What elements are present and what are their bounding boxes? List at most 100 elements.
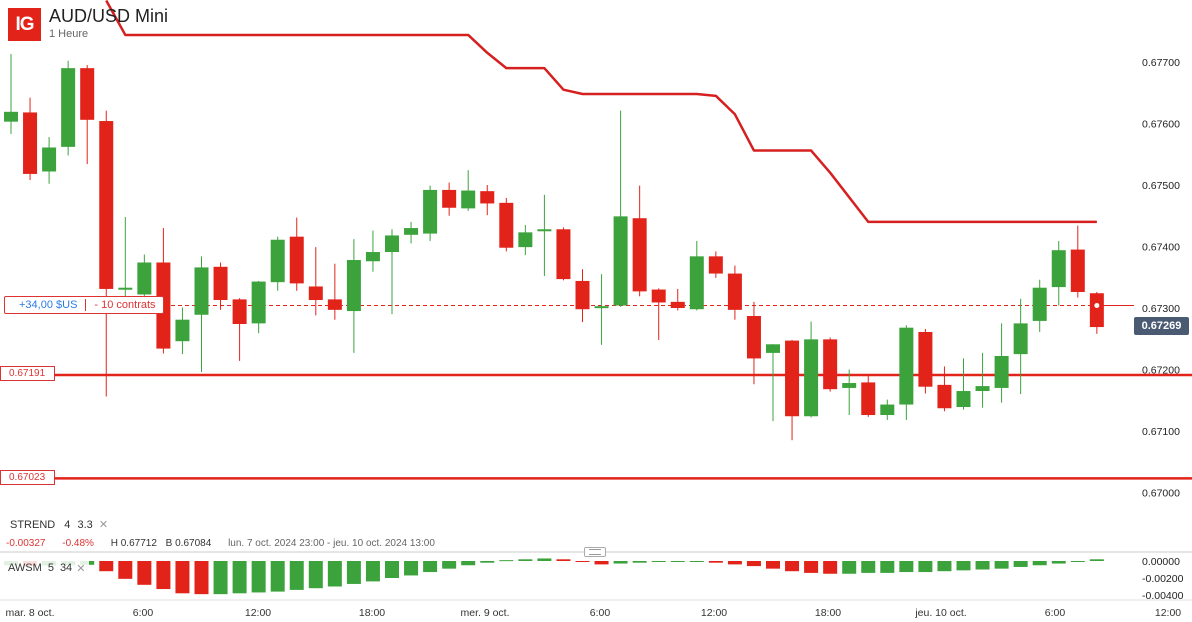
oscillator-bar	[1070, 561, 1085, 562]
candle-body	[99, 121, 114, 289]
candle-body	[346, 260, 361, 312]
supertrend-line	[105, 0, 1097, 224]
oscillator-bar	[727, 561, 742, 565]
date-range: lun. 7 oct. 2024 23:00 - jeu. 10 oct. 20…	[228, 538, 435, 549]
candle-body	[175, 319, 190, 342]
panel-resize-handle[interactable]	[584, 547, 606, 557]
candle-body	[194, 267, 209, 315]
candle-body	[632, 218, 647, 292]
candle-body	[1032, 287, 1047, 321]
candle-body	[480, 191, 495, 204]
candle-body	[251, 281, 266, 324]
candle-body	[499, 202, 514, 248]
candle-body	[365, 252, 380, 262]
candle-body	[651, 289, 666, 303]
oscillator-bar	[1032, 561, 1047, 566]
oscillator-bar	[632, 561, 647, 563]
ig-logo: IG	[8, 8, 41, 41]
price-tick-label: 0.67000	[1142, 488, 1180, 500]
price-tick-label: 0.67200	[1142, 365, 1180, 377]
oscillator-bar	[1013, 561, 1028, 567]
oscillator-bar	[251, 561, 266, 593]
price-tick-label: 0.67400	[1142, 242, 1180, 254]
time-tick-label: mar. 8 oct.	[5, 607, 54, 619]
candle-body	[956, 391, 971, 408]
candle-body	[766, 344, 780, 353]
candle-body	[937, 384, 952, 409]
candle-body	[61, 68, 76, 147]
position-marker	[1094, 303, 1100, 309]
oscillator-bar	[785, 561, 800, 572]
candle-body	[4, 111, 18, 122]
oscillator-bar	[689, 561, 704, 562]
grip-icon	[589, 549, 601, 555]
candle-body	[880, 404, 895, 416]
candle-body	[918, 331, 933, 387]
candle-body	[804, 339, 819, 417]
instrument-title: AUD/USD Mini	[49, 6, 169, 26]
oscillator-bar	[537, 558, 552, 561]
time-tick-label: 18:00	[359, 607, 385, 619]
oscillator-bar	[556, 559, 571, 561]
candle-body	[385, 235, 399, 253]
oscillator-bar	[994, 561, 1009, 569]
candle-body	[537, 229, 552, 232]
current-price-badge: 0.67269	[1134, 317, 1189, 335]
price-tick-label: 0.67300	[1142, 303, 1180, 315]
oscillator-bar	[1089, 559, 1104, 561]
candle-body	[118, 287, 133, 290]
oscillator-bar	[880, 561, 895, 573]
candle-body	[137, 262, 152, 295]
time-tick-label: 6:00	[1045, 607, 1066, 619]
oscillator-bar	[156, 561, 171, 590]
oscillator-bar	[499, 560, 514, 562]
candle-body	[746, 315, 761, 359]
candle-body	[23, 112, 38, 174]
oscillator-bar	[918, 561, 933, 573]
price-tick-label: 0.67100	[1142, 426, 1180, 438]
candle-body	[213, 266, 228, 301]
candle-body	[461, 190, 476, 209]
oscillator-bar	[270, 561, 285, 592]
close-icon[interactable]: ✕	[98, 519, 109, 531]
oscillator-tick-label: -0.00400	[1142, 590, 1184, 602]
oscillator-bar	[956, 561, 971, 571]
oscillator-bar	[365, 561, 380, 582]
candle-body	[80, 68, 95, 120]
candle-body	[518, 232, 533, 248]
oscillator-bar	[708, 561, 723, 563]
high-value: H 0.67712	[110, 538, 157, 549]
oscillator-bar	[1051, 561, 1066, 564]
upper-level-label[interactable]: 0.67191	[0, 366, 55, 381]
position-separator	[85, 299, 87, 311]
open-position-tag[interactable]: +34,00 $US - 10 contrats	[4, 296, 164, 314]
oscillator-fast: 5	[47, 562, 54, 574]
time-tick-label: 6:00	[133, 607, 154, 619]
oscillator-bar	[404, 561, 419, 576]
candle-body	[404, 228, 419, 235]
candle-body	[670, 301, 685, 308]
oscillator-bar	[651, 561, 666, 562]
oscillator-bar	[175, 561, 190, 594]
candle-body	[975, 386, 990, 392]
supertrend-indicator-label[interactable]: STREND 4 3.3 ✕	[10, 518, 108, 531]
oscillator-bar	[766, 561, 780, 569]
oscillator-bar	[346, 561, 361, 584]
oscillator-bar	[937, 561, 952, 572]
oscillator-bar	[746, 561, 761, 567]
supertrend-name: STREND	[10, 519, 56, 531]
candle-body	[708, 256, 723, 274]
candle-body	[327, 299, 342, 310]
oscillator-slow: 34	[59, 562, 73, 574]
candle-body	[232, 299, 247, 324]
candle-body	[1070, 249, 1085, 293]
time-tick-label: 18:00	[815, 607, 841, 619]
oscillator-bar	[594, 561, 609, 565]
close-icon[interactable]: ✕	[76, 562, 86, 575]
oscillator-bar	[823, 561, 838, 574]
lower-level-label[interactable]: 0.67023	[0, 470, 55, 485]
candle-body	[308, 286, 323, 301]
awesome-oscillator-label[interactable]: AWSM 5 34 ✕	[4, 560, 90, 576]
oscillator-bar	[804, 561, 819, 573]
